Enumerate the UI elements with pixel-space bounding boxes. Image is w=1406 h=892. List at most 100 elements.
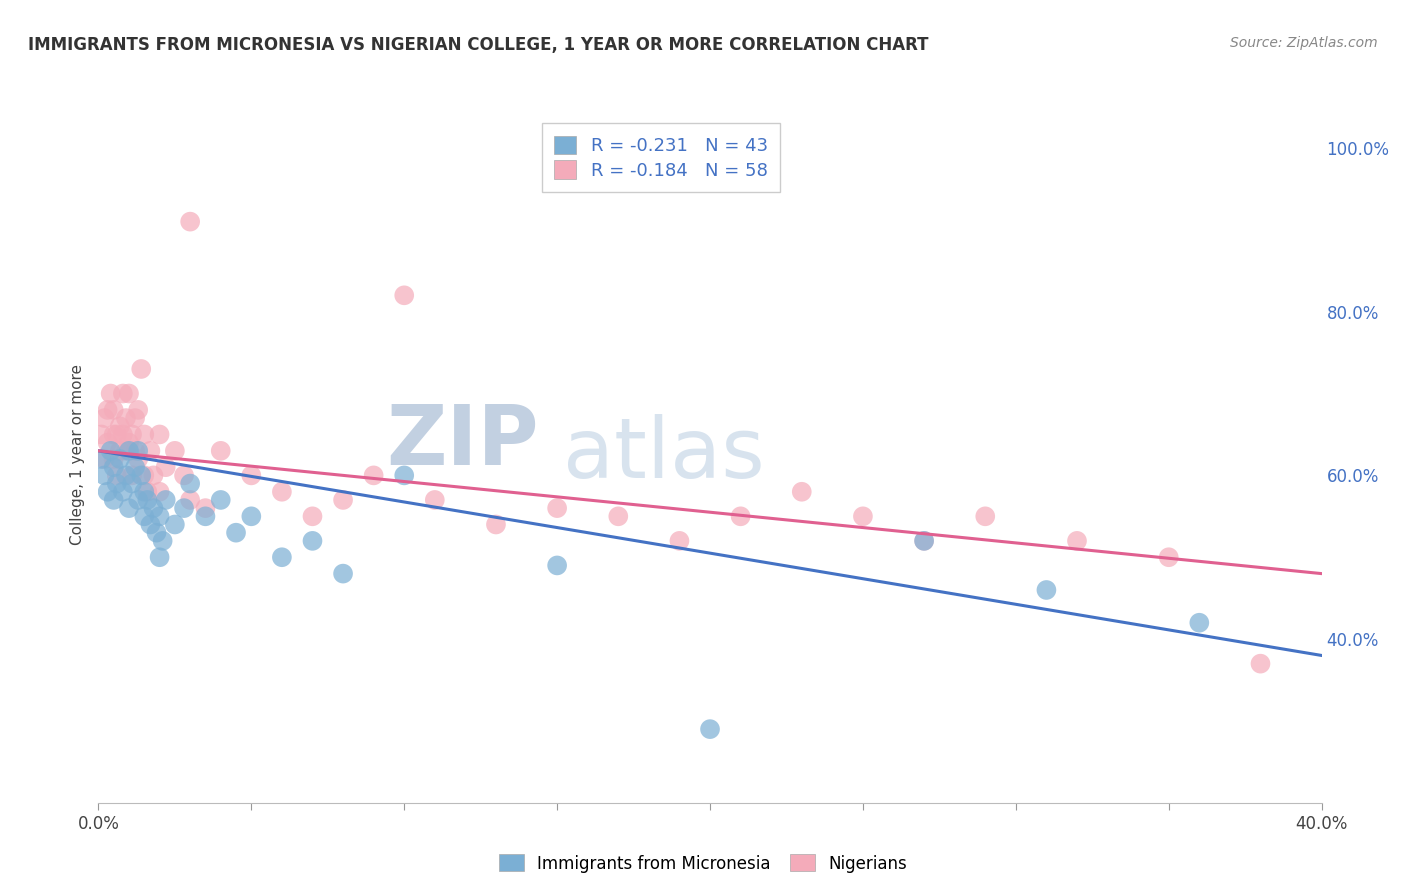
Legend: R = -0.231   N = 43, R = -0.184   N = 58: R = -0.231 N = 43, R = -0.184 N = 58 xyxy=(541,123,780,193)
Point xyxy=(115,411,138,425)
Point xyxy=(127,443,149,458)
Point xyxy=(118,501,141,516)
Point xyxy=(194,501,217,516)
Text: ZIP: ZIP xyxy=(387,401,538,482)
Point xyxy=(179,214,201,228)
Point xyxy=(111,427,134,442)
Point xyxy=(100,443,122,458)
Point xyxy=(240,468,263,483)
Point xyxy=(155,492,177,507)
Point xyxy=(1066,533,1088,548)
Point xyxy=(149,484,172,499)
Point xyxy=(103,492,125,507)
Point xyxy=(97,403,120,417)
Point xyxy=(129,468,152,483)
Legend: Immigrants from Micronesia, Nigerians: Immigrants from Micronesia, Nigerians xyxy=(492,847,914,880)
Point xyxy=(90,427,112,442)
Point xyxy=(152,533,174,548)
Point xyxy=(127,492,149,507)
Point xyxy=(105,476,128,491)
Point xyxy=(115,443,138,458)
Point xyxy=(392,288,416,302)
Point xyxy=(105,468,128,483)
Point xyxy=(173,501,195,516)
Point xyxy=(1157,550,1180,565)
Point xyxy=(363,468,385,483)
Point xyxy=(149,427,172,442)
Point xyxy=(97,435,120,450)
Point xyxy=(127,452,149,467)
Point xyxy=(194,509,217,524)
Point xyxy=(124,460,146,475)
Point xyxy=(139,517,162,532)
Point xyxy=(108,419,131,434)
Point xyxy=(105,427,128,442)
Point xyxy=(115,468,138,483)
Point xyxy=(118,443,141,458)
Point xyxy=(301,533,323,548)
Point xyxy=(134,484,156,499)
Point xyxy=(912,533,935,548)
Point xyxy=(332,566,354,581)
Point xyxy=(111,386,134,401)
Point xyxy=(124,411,146,425)
Point xyxy=(103,427,125,442)
Text: IMMIGRANTS FROM MICRONESIA VS NIGERIAN COLLEGE, 1 YEAR OR MORE CORRELATION CHART: IMMIGRANTS FROM MICRONESIA VS NIGERIAN C… xyxy=(28,36,928,54)
Point xyxy=(111,484,134,499)
Point xyxy=(136,484,159,499)
Point xyxy=(118,435,141,450)
Point xyxy=(142,501,165,516)
Point xyxy=(852,509,875,524)
Point xyxy=(270,484,292,499)
Point xyxy=(142,468,165,483)
Text: Source: ZipAtlas.com: Source: ZipAtlas.com xyxy=(1230,36,1378,50)
Point xyxy=(790,484,813,499)
Point xyxy=(173,468,195,483)
Point xyxy=(546,558,568,573)
Point xyxy=(149,550,172,565)
Point xyxy=(974,509,997,524)
Point xyxy=(423,492,446,507)
Point xyxy=(121,427,143,442)
Point xyxy=(240,509,263,524)
Point xyxy=(136,492,159,507)
Point xyxy=(103,460,125,475)
Point xyxy=(1188,615,1211,630)
Y-axis label: College, 1 year or more: College, 1 year or more xyxy=(69,365,84,545)
Point xyxy=(129,362,152,376)
Point xyxy=(108,452,131,467)
Point xyxy=(121,476,143,491)
Point xyxy=(163,517,186,532)
Point xyxy=(139,443,162,458)
Point xyxy=(121,468,143,483)
Point xyxy=(225,525,247,540)
Point xyxy=(301,509,323,524)
Point xyxy=(134,509,156,524)
Point xyxy=(1035,582,1057,597)
Point xyxy=(124,443,146,458)
Point xyxy=(607,509,630,524)
Point xyxy=(97,484,120,499)
Point xyxy=(134,468,156,483)
Point xyxy=(179,476,201,491)
Point xyxy=(1249,657,1271,671)
Point xyxy=(668,533,690,548)
Point xyxy=(127,403,149,417)
Point xyxy=(103,452,125,467)
Point xyxy=(118,386,141,401)
Point xyxy=(93,452,115,467)
Point xyxy=(103,403,125,417)
Point xyxy=(90,452,112,467)
Point xyxy=(209,443,232,458)
Point xyxy=(93,468,115,483)
Point xyxy=(912,533,935,548)
Point xyxy=(392,468,416,483)
Point xyxy=(699,722,721,736)
Point xyxy=(100,386,122,401)
Point xyxy=(730,509,752,524)
Point xyxy=(179,492,201,507)
Point xyxy=(145,525,167,540)
Point xyxy=(332,492,354,507)
Point xyxy=(485,517,508,532)
Point xyxy=(134,427,156,442)
